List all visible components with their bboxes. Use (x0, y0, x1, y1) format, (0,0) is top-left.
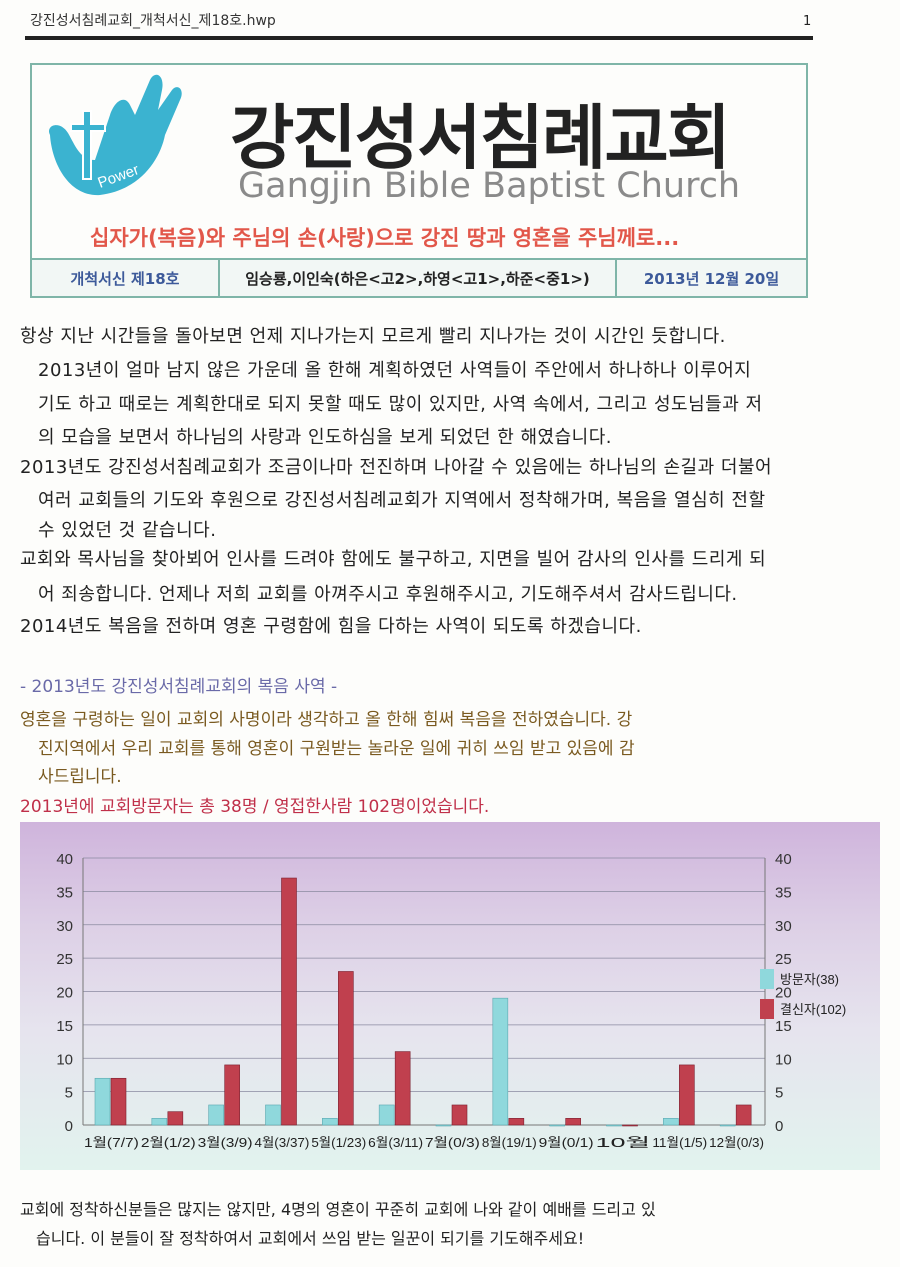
x-tick-label: 6월(3/11) (368, 1135, 423, 1150)
legend-swatch (760, 999, 774, 1019)
section-title: - 2013년도 강진성서침례교회의 복음 사역 - (20, 677, 338, 697)
y-tick-label-right: 10 (775, 1051, 792, 1068)
bar-visitors (606, 1124, 622, 1127)
letter-line: 어 죄송합니다. 언제나 저희 교회를 아껴주시고 후원해주시고, 기도해주셔서… (38, 584, 738, 605)
letter-line: 의 모습을 보면서 하나님의 사랑과 인도하심을 보게 되었던 한 해였습니다. (38, 427, 613, 448)
x-tick-label: 5월(1/23) (311, 1135, 366, 1150)
bar-decisions (110, 1077, 127, 1126)
letter-line: 교회와 목사님을 찾아뵈어 인사를 드려야 함에도 불구하고, 지면을 빌어 감… (20, 549, 767, 570)
letter-line: 수 있었던 것 같습니다. (38, 520, 217, 541)
church-name-title: 강진성서침례교회 (230, 97, 731, 179)
bar-decisions (679, 1064, 695, 1126)
y-tick-label-left: 20 (56, 985, 73, 1002)
x-tick-label: 11월(1/5) (652, 1135, 707, 1150)
bar-decisions (338, 971, 354, 1126)
footer-line: 교회에 정착하신분들은 많지는 않지만, 4명의 영혼이 꾸준히 교회에 나와 … (20, 1200, 656, 1219)
y-tick-label-left: 40 (56, 851, 73, 868)
y-tick-label-right: 25 (775, 951, 792, 968)
bar-visitors (492, 997, 509, 1126)
x-tick-label: 8월(19/1) (482, 1135, 537, 1150)
legend-label: 결신자(102) (780, 1002, 846, 1017)
document-filename: 강진성서침례교회_개척서신_제18호.hwp (30, 13, 276, 29)
x-tick-label: 4월(3/37) (255, 1135, 310, 1150)
bar-decisions (451, 1104, 468, 1126)
chart-svg: 0 0 5 5 10 10 15 15 20 20 25 25 30 30 35 35 40 40 1월(7/7) 2… (56, 851, 846, 1150)
x-tick-label: 3월(3/9) (198, 1135, 253, 1150)
footer-line: 습니다. 이 분들이 잘 정착하여서 교회에서 쓰임 받는 일꾼이 되기를 기도… (36, 1229, 585, 1248)
y-tick-label-left: 0 (65, 1118, 73, 1135)
bar-visitors (663, 1118, 679, 1126)
bar-decisions (735, 1104, 752, 1126)
y-tick-label-right: 40 (775, 851, 792, 868)
ministry-chart: 0 0 5 5 10 10 15 15 20 20 25 25 30 30 35 35 40 40 1월(7/7) 2… (20, 822, 880, 1170)
issue-number: 개척서신 제18호 (32, 260, 220, 296)
page-number: 1 (803, 14, 812, 29)
bar-decisions (508, 1118, 525, 1126)
bar-decisions (565, 1118, 581, 1126)
y-tick-label-right: 0 (775, 1118, 783, 1135)
bar-visitors (265, 1104, 281, 1126)
bar-decisions (224, 1064, 240, 1126)
y-tick-label-right: 15 (775, 1018, 792, 1035)
y-tick-label-left: 10 (56, 1051, 73, 1068)
x-tick-label: 7월(0/3) (425, 1135, 480, 1150)
bar-visitors (151, 1118, 168, 1126)
church-slogan: 십자가(복음)와 주님의 손(사랑)으로 강진 땅과 영혼을 주님께로... (90, 226, 680, 250)
y-tick-label-right: 35 (775, 884, 792, 901)
legend-label: 방문자(38) (780, 972, 839, 987)
issue-date: 2013년 12월 20일 (643, 269, 780, 288)
section-body-line: 영혼을 구령하는 일이 교회의 사명이라 생각하고 올 한해 힘써 복음을 전하… (20, 710, 633, 730)
bar-visitors (549, 1124, 565, 1127)
section-body-line: 진지역에서 우리 교회를 통해 영혼이 구원받는 놀라운 일에 귀히 쓰임 받고… (38, 739, 635, 759)
x-tick-label: 12월(0/3) (709, 1135, 764, 1150)
bar-visitors (208, 1104, 224, 1126)
section-body-line: 사드립니다. (38, 767, 122, 787)
church-hand-logo-icon: Power (49, 74, 182, 196)
y-tick-label-right: 5 (775, 1085, 783, 1102)
y-tick-label-left: 5 (65, 1085, 73, 1102)
letter-line: 2013년이 얼마 남지 않은 가운데 올 한해 계획하였던 사역들이 주안에서… (38, 360, 752, 381)
church-english-name: Gangjin Bible Baptist Church (238, 166, 741, 206)
letter-line: 2013년도 강진성서침례교회가 조금이나마 전진하며 나아갈 수 있음에는 하… (20, 457, 773, 478)
bar-decisions (167, 1111, 184, 1126)
y-tick-label-right: 30 (775, 918, 792, 935)
letter-line: 항상 지난 시간들을 돌아보면 언제 지나가는지 모르게 빨리 지나가는 것이 … (20, 326, 726, 347)
letter-line: 2014년도 복음을 전하며 영혼 구령함에 힘을 다하는 사역이 되도록 하겠… (20, 616, 642, 637)
issue-info-row: 개척서신 제18호 임승룡,이인숙(하은<고2>,하영<고1>,하준<중1>) … (30, 258, 808, 298)
header-rule (25, 36, 813, 40)
letter-line: 기도 하고 때로는 계획한대로 되지 못할 때도 많이 있지만, 사역 속에서,… (38, 394, 763, 415)
missionary-family: 임승룡,이인숙(하은<고2>,하영<고1>,하준<중1>) (220, 260, 617, 296)
y-tick-label-left: 30 (56, 918, 73, 935)
legend-swatch (760, 969, 774, 989)
y-tick-label-left: 15 (56, 1018, 73, 1035)
bar-visitors (719, 1124, 736, 1127)
y-tick-label-left: 35 (56, 884, 73, 901)
x-tick-label: 9월(0/1) (539, 1135, 594, 1150)
bar-visitors (435, 1124, 452, 1127)
bar-visitors (322, 1118, 338, 1126)
bar-decisions (622, 1124, 638, 1127)
x-tick-label: 10월 (596, 1135, 651, 1150)
x-tick-label: 1월(7/7) (84, 1135, 139, 1150)
x-tick-label: 2월(1/2) (141, 1135, 196, 1150)
y-tick-label-left: 25 (56, 951, 73, 968)
bar-decisions (394, 1051, 411, 1126)
y-tick-label-right: 20 (775, 985, 792, 1002)
bar-visitors (378, 1104, 395, 1126)
visitor-summary: 2013년에 교회방문자는 총 38명 / 영접한사람 102명이었습니다. (20, 797, 490, 817)
bar-decisions (281, 877, 297, 1126)
letter-line: 여러 교회들의 기도와 후원으로 강진성서침례교회가 지역에서 정착해가며, 복… (38, 490, 766, 511)
bar-visitors (94, 1077, 111, 1126)
